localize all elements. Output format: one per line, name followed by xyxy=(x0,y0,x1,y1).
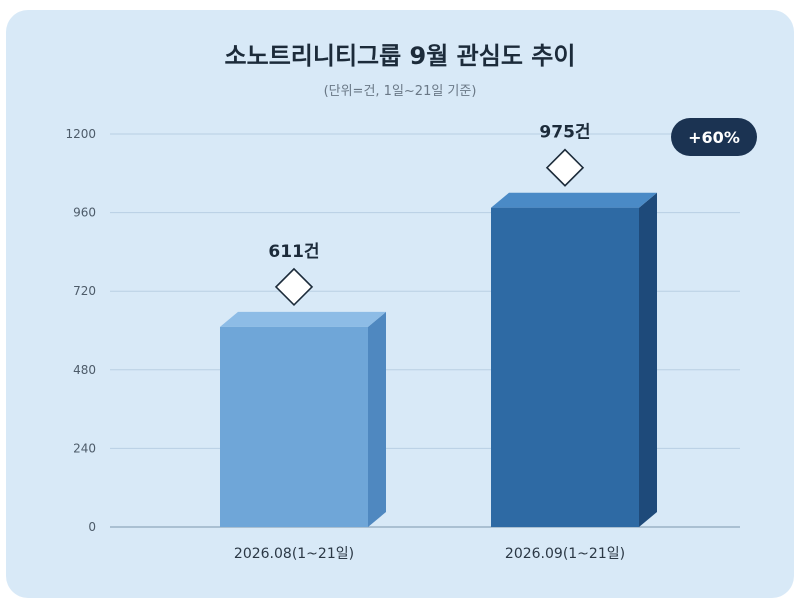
y-tick-label: 0 xyxy=(88,520,96,534)
y-tick-label: 1200 xyxy=(65,127,96,141)
bars: 611건 975건 xyxy=(220,123,657,527)
bar-value-label: 611건 xyxy=(268,242,319,262)
x-category-label: 2026.08(1~21일) xyxy=(234,546,354,562)
chart-card xyxy=(6,10,794,598)
x-axis-labels: 2026.08(1~21일) 2026.09(1~21일) xyxy=(234,546,625,562)
y-axis-ticks: 0 240 480 720 960 1200 xyxy=(65,127,96,534)
diamond-marker xyxy=(274,267,314,307)
chart-subtitle: (단위=건, 1일~21일 기준) xyxy=(323,84,477,99)
y-tick-label: 720 xyxy=(73,284,96,298)
growth-badge: +60% xyxy=(671,118,757,156)
bar-front xyxy=(220,326,368,527)
bar-top xyxy=(220,311,386,327)
bar-side xyxy=(368,311,386,527)
bar-value-label: 975건 xyxy=(539,123,590,143)
chart-title: 소노트리니티그룹 9월 관심도 추이 xyxy=(224,42,576,70)
bar: 975건 xyxy=(491,123,657,527)
x-category-label: 2026.09(1~21일) xyxy=(505,546,625,562)
bar-side xyxy=(639,192,657,527)
bar: 611건 xyxy=(220,242,386,527)
y-tick-label: 960 xyxy=(73,206,96,220)
bar-front xyxy=(491,207,639,527)
y-tick-label: 240 xyxy=(73,441,96,455)
bar-top xyxy=(491,192,657,208)
diamond-marker xyxy=(545,148,585,187)
y-tick-label: 480 xyxy=(73,363,96,377)
